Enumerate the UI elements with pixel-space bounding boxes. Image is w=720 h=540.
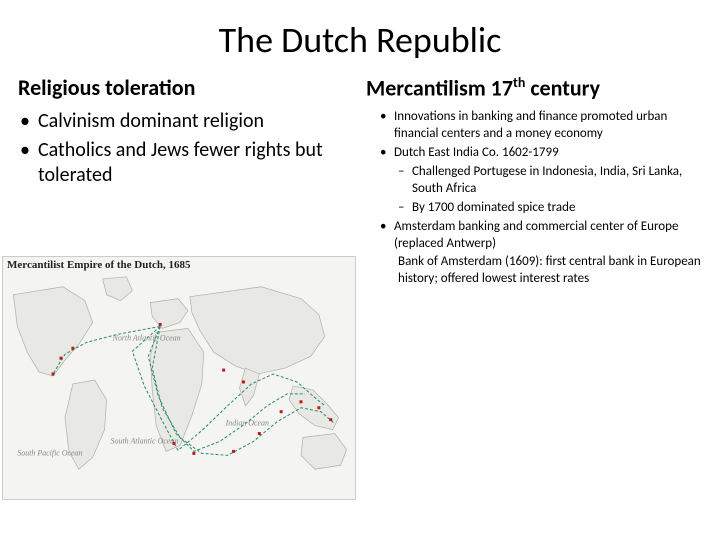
list-item: By 1700 dominated spice trade — [394, 200, 702, 217]
list-item: Amsterdam banking and commercial center … — [366, 219, 702, 253]
list-item: Innovations in banking and finance promo… — [366, 109, 702, 143]
right-heading: Mercantilism 17th century — [366, 74, 702, 101]
ocean-label-south-atlantic: South Atlantic Ocean — [111, 436, 179, 445]
heading-suffix: century — [525, 74, 600, 101]
sub-list: Challenged Portugese in Indonesia, India… — [394, 164, 702, 217]
item-text: Amsterdam banking and commercial center … — [394, 219, 678, 251]
list-item: Calvinism dominant religion — [18, 109, 350, 134]
list-item: Catholics and Jews fewer rights but tole… — [18, 138, 350, 188]
map-image: Mercantilist Empire of the Dutch, 1685 N… — [2, 256, 356, 500]
left-bullets: Calvinism dominant religion Catholics an… — [18, 109, 350, 188]
addendum-text: Bank of Amsterdam (1609): first central … — [366, 254, 702, 288]
list-item: Dutch East India Co. 1602-1799 Challenge… — [366, 145, 702, 217]
right-bullets: Innovations in banking and finance promo… — [366, 109, 702, 252]
heading-prefix: Mercantilism 17 — [366, 74, 513, 101]
world-map-svg: North Atlantic Ocean South Atlantic Ocea… — [3, 257, 355, 499]
item-text: Innovations in banking and finance promo… — [394, 109, 667, 141]
ocean-label-north-atlantic: North Atlantic Ocean — [112, 333, 181, 342]
heading-super: th — [513, 74, 525, 91]
left-heading: Religious toleration — [18, 74, 350, 101]
item-text: Dutch East India Co. 1602-1799 — [394, 145, 559, 160]
list-item: Challenged Portugese in Indonesia, India… — [394, 164, 702, 198]
right-column: Mercantilism 17th century Innovations in… — [360, 74, 702, 288]
map-caption: Mercantilist Empire of the Dutch, 1685 — [7, 259, 191, 271]
page-title: The Dutch Republic — [0, 0, 720, 74]
ocean-label-south-pacific: South Pacific Ocean — [17, 448, 82, 457]
